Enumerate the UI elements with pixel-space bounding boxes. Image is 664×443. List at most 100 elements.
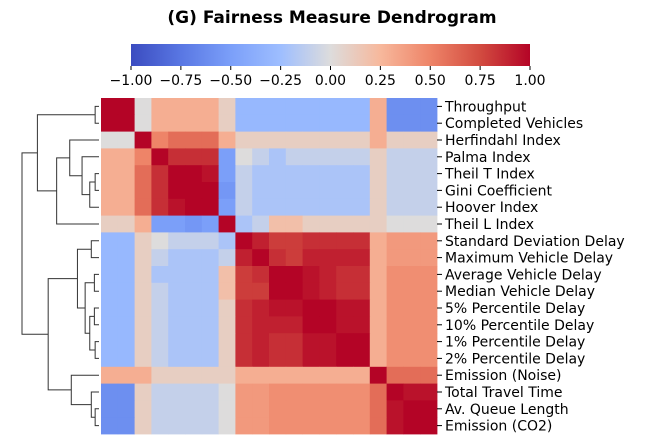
heat-cell — [353, 417, 371, 435]
row-label: 10% Percentile Delay — [445, 318, 594, 334]
heat-cell — [403, 282, 421, 300]
heat-cell — [235, 400, 253, 418]
heat-cell — [403, 182, 421, 200]
heat-cell — [218, 98, 236, 116]
heat-cell — [185, 232, 203, 250]
heat-cell — [151, 249, 169, 267]
heat-cell — [353, 383, 371, 401]
dendrogram-link — [90, 240, 99, 259]
heat-cell — [336, 131, 354, 149]
heat-cell — [218, 266, 236, 284]
dendrogram-link — [94, 341, 99, 359]
heat-cell — [302, 400, 320, 418]
heat-cell — [302, 131, 320, 149]
heat-cell — [252, 417, 270, 435]
heat-cell — [252, 98, 270, 116]
heat-cell — [235, 383, 253, 401]
heat-cell — [336, 148, 354, 166]
heat-cell — [319, 232, 337, 250]
heat-cell — [134, 182, 152, 200]
heat-cell — [101, 232, 119, 250]
row-label: Hoover Index — [445, 200, 538, 216]
heat-cell — [252, 148, 270, 166]
heat-cell — [369, 249, 387, 267]
heat-cell — [218, 232, 236, 250]
heat-cell — [185, 198, 203, 216]
heat-cell — [319, 148, 337, 166]
heatmap — [101, 98, 438, 435]
heat-cell — [134, 198, 152, 216]
heat-cell — [185, 114, 203, 132]
dendrogram-link — [89, 181, 99, 208]
heat-cell — [269, 131, 287, 149]
row-label: Throughput — [444, 99, 527, 115]
heat-cell — [302, 148, 320, 166]
heat-cell — [403, 316, 421, 334]
heat-cell — [386, 98, 404, 116]
heat-cell — [420, 333, 438, 351]
heat-cell — [218, 383, 236, 401]
heat-cell — [252, 299, 270, 317]
dendrogram-link — [81, 156, 99, 196]
heat-cell — [269, 232, 287, 250]
dendrogram-link — [47, 278, 78, 391]
heat-cell — [302, 215, 320, 233]
heat-cell — [336, 165, 354, 183]
heat-cell — [269, 215, 287, 233]
heat-cell — [117, 266, 135, 284]
heat-cell — [168, 198, 186, 216]
heat-cell — [134, 148, 152, 166]
heat-cell — [319, 198, 337, 216]
heat-cell — [201, 316, 219, 334]
heat-cell — [403, 114, 421, 132]
heat-cell — [252, 215, 270, 233]
heat-cell — [420, 266, 438, 284]
heat-cell — [353, 98, 371, 116]
heat-cell — [386, 249, 404, 267]
heat-cell — [302, 182, 320, 200]
heat-cell — [403, 266, 421, 284]
heat-cell — [319, 400, 337, 418]
heat-cell — [201, 198, 219, 216]
heat-cell — [420, 316, 438, 334]
heat-cell — [336, 249, 354, 267]
heat-cell — [302, 383, 320, 401]
heat-cell — [185, 333, 203, 351]
heat-cell — [336, 98, 354, 116]
heat-cell — [403, 299, 421, 317]
heat-cell — [185, 266, 203, 284]
heat-cell — [269, 316, 287, 334]
heat-cell — [134, 282, 152, 300]
heat-cell — [269, 266, 287, 284]
heat-cell — [353, 249, 371, 267]
heat-cell — [285, 98, 303, 116]
heat-cell — [319, 249, 337, 267]
heat-cell — [168, 131, 186, 149]
heat-cell — [168, 417, 186, 435]
heat-cell — [369, 114, 387, 132]
heat-cell — [353, 232, 371, 250]
heat-cell — [269, 282, 287, 300]
heat-cell — [117, 316, 135, 334]
row-label: Herfindahl Index — [445, 133, 561, 149]
heat-cell — [285, 282, 303, 300]
heat-cell — [117, 417, 135, 435]
heat-cell — [185, 131, 203, 149]
heat-cell — [151, 417, 169, 435]
heat-cell — [151, 114, 169, 132]
heat-cell — [185, 282, 203, 300]
heat-cell — [302, 266, 320, 284]
heat-cell — [151, 350, 169, 368]
heat-cell — [269, 333, 287, 351]
heat-cell — [252, 316, 270, 334]
heat-cell — [319, 282, 337, 300]
heat-cell — [369, 165, 387, 183]
heat-cell — [134, 366, 152, 384]
heat-cell — [369, 400, 387, 418]
heat-cell — [336, 198, 354, 216]
heat-cell — [218, 282, 236, 300]
heat-cell — [403, 366, 421, 384]
heat-cell — [386, 350, 404, 368]
heat-cell — [101, 114, 119, 132]
heat-cell — [285, 316, 303, 334]
